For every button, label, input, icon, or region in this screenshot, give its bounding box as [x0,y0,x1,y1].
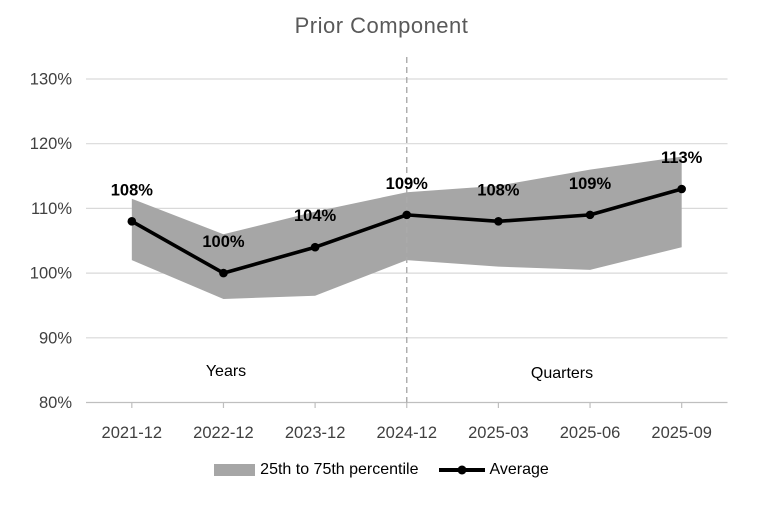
x-axis-tick-label: 2021-12 [102,424,163,442]
average-point-marker [402,210,412,220]
x-axis-tick-label: 2025-03 [468,424,529,442]
y-axis-tick-label: 100% [30,265,73,283]
marker-dot-icon [457,465,467,475]
legend-label-average: Average [489,461,549,478]
data-label: 109% [386,175,429,193]
data-label: 100% [202,233,245,251]
x-axis-tick-label: 2025-06 [560,424,621,442]
data-label: 113% [661,149,703,167]
data-label: 104% [294,207,337,225]
line-marker-swatch-icon [438,465,485,475]
data-label: 108% [111,181,154,199]
chart-legend: 25th to 75th percentile Average [0,461,763,479]
x-axis-tick-label: 2022-12 [193,424,254,442]
average-point-marker [494,217,503,226]
average-point-marker [677,184,686,194]
average-point-marker [585,210,595,220]
average-point-marker [127,217,137,226]
legend-item-average: Average [438,461,549,479]
x-axis-tick-label: 2025-09 [651,424,712,442]
y-axis-tick-label: 90% [39,329,72,347]
annotation-quarters: Quarters [530,365,594,382]
y-axis-tick-label: 130% [30,71,73,89]
data-label: 109% [569,175,612,193]
band-swatch-icon [214,464,256,476]
y-axis-tick-label: 80% [39,394,72,412]
x-axis-tick-label: 2024-12 [376,424,437,442]
y-axis-tick-label: 120% [30,135,73,153]
y-axis-tick-label: 110% [31,200,72,218]
legend-item-percentile: 25th to 75th percentile [214,461,419,479]
annotation-years: Years [205,363,247,380]
average-point-marker [310,242,320,252]
legend-label-percentile: 25th to 75th percentile [260,461,419,478]
average-point-marker [219,268,228,278]
chart-title: Prior Component [294,13,469,38]
x-axis-tick-label: 2023-12 [285,424,346,442]
data-label: 108% [477,181,520,199]
